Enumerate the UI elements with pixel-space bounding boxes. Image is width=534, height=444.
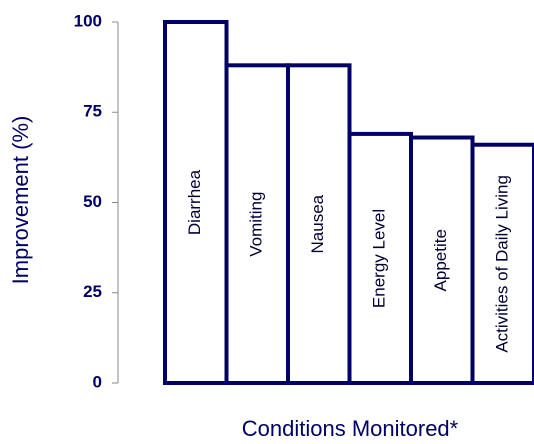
y-tick-label: 25 [83, 282, 102, 301]
y-tick-label: 50 [83, 192, 102, 211]
bar-label: Nausea [308, 194, 327, 253]
bar-label: Energy Level [370, 209, 389, 308]
bar-label: Appetite [431, 229, 450, 291]
bar-label: Diarrhea [185, 169, 204, 235]
y-tick-label: 75 [83, 102, 102, 121]
bar-label: Vomiting [247, 192, 266, 257]
bar [409, 135, 475, 385]
bar-label: Activities of Daily Living [493, 175, 512, 353]
y-tick-label: 100 [74, 11, 102, 30]
bar [347, 131, 413, 385]
bar [163, 20, 229, 385]
x-axis-title: Conditions Monitored* [242, 416, 459, 441]
bar [470, 142, 534, 385]
y-axis-title: Improvement (%) [8, 116, 33, 285]
y-tick-label: 0 [93, 372, 102, 391]
